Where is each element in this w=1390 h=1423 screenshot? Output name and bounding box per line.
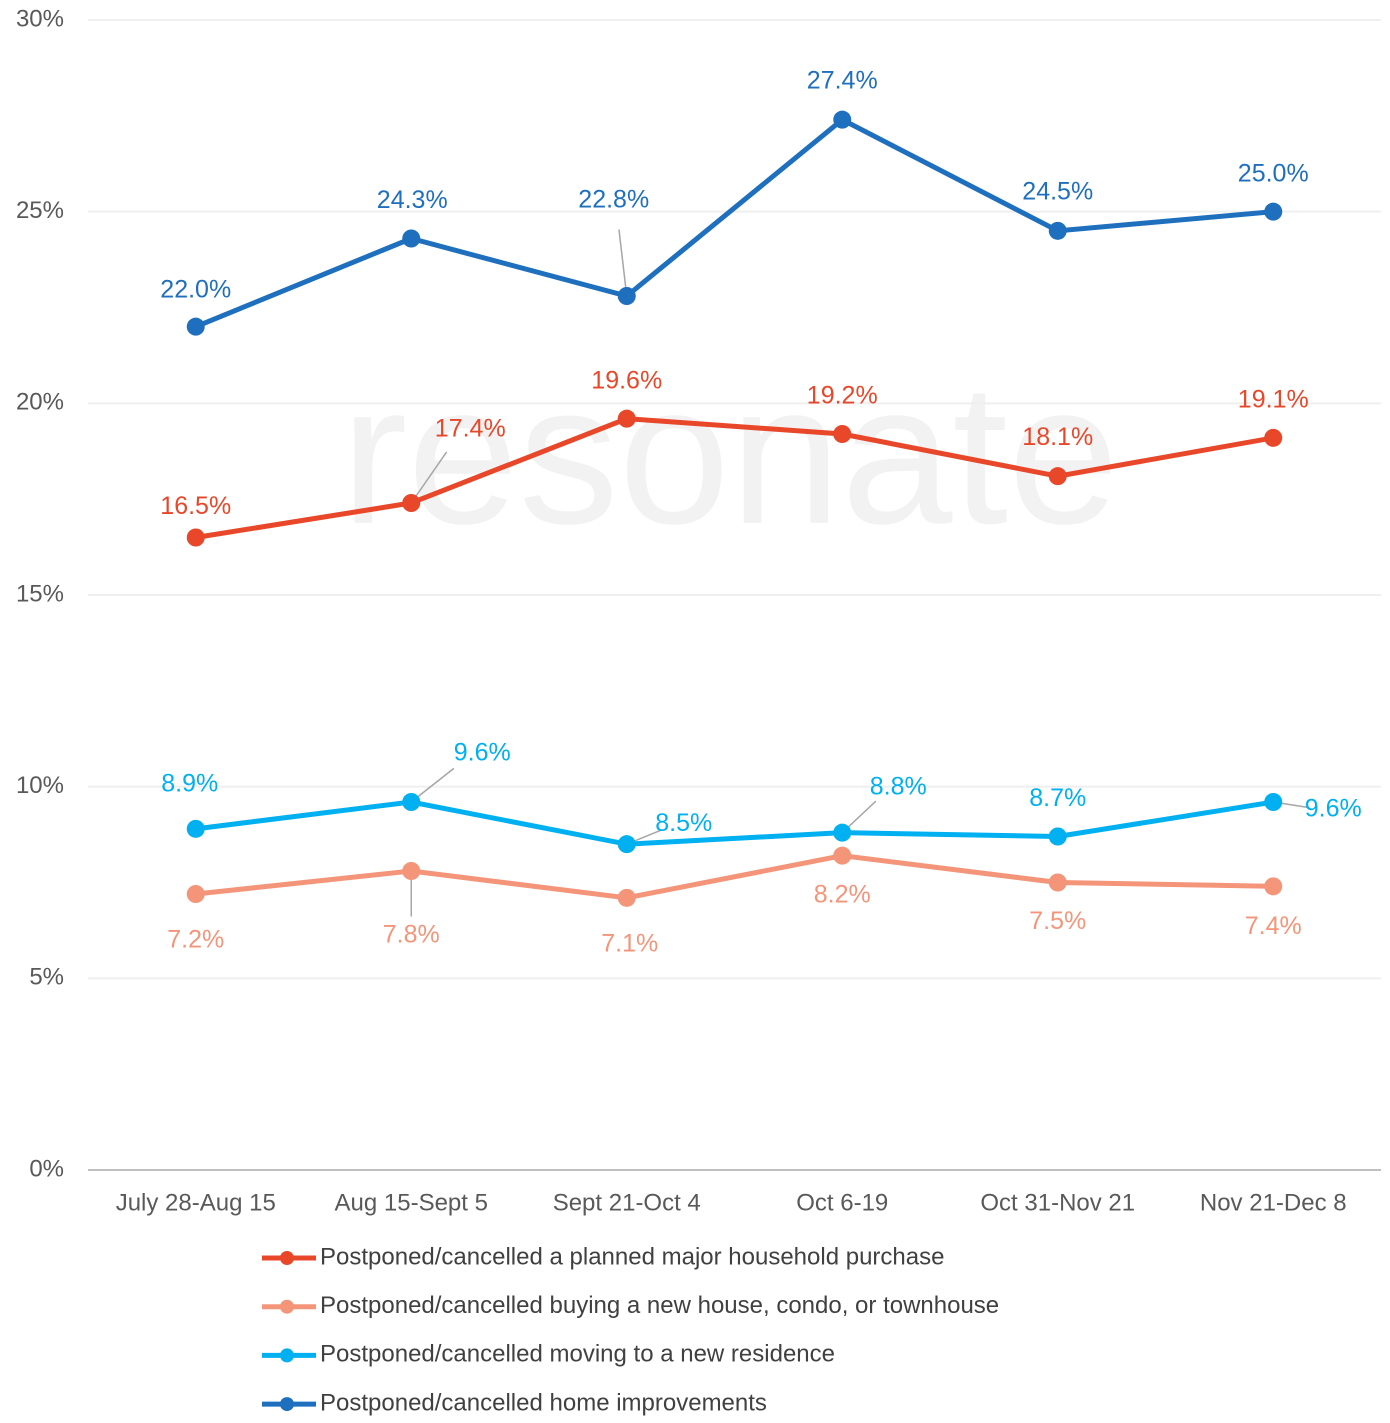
legend-marker <box>280 1348 294 1363</box>
data-point <box>617 888 636 907</box>
x-tick-label: July 28-Aug 15 <box>116 1189 276 1216</box>
data-point <box>617 287 636 305</box>
data-point <box>833 110 852 129</box>
data-label: 7.4% <box>1245 912 1302 940</box>
x-tick-label: Oct 31-Nov 21 <box>980 1189 1135 1216</box>
legend-marker <box>280 1299 294 1314</box>
data-label: 22.0% <box>160 275 231 303</box>
data-point <box>1264 202 1283 221</box>
series-line <box>194 116 1274 329</box>
y-tick-label: 5% <box>29 964 64 991</box>
y-tick-label: 10% <box>16 772 64 799</box>
data-label: 19.2% <box>807 382 878 410</box>
data-point <box>833 846 852 865</box>
data-point <box>1048 221 1067 240</box>
data-label: 19.1% <box>1238 385 1309 413</box>
x-tick-label: Sept 21-Oct 4 <box>553 1189 701 1216</box>
data-point <box>617 835 636 854</box>
data-point <box>186 819 205 838</box>
data-label: 16.5% <box>160 492 231 520</box>
y-tick-label: 25% <box>16 197 64 224</box>
data-label: 19.6% <box>591 366 662 394</box>
series-line <box>195 799 1274 847</box>
legend-label: Postponed/cancelled buying a new house, … <box>320 1292 999 1319</box>
series-line <box>195 416 1274 540</box>
data-point <box>1048 873 1067 892</box>
series-line <box>195 853 1274 901</box>
data-point <box>186 885 205 903</box>
y-tick-label: 20% <box>16 389 64 416</box>
data-label: 22.8% <box>578 186 649 214</box>
data-point <box>186 317 205 336</box>
data-point <box>1048 467 1067 486</box>
legend-marker <box>280 1397 294 1412</box>
data-point <box>617 409 636 428</box>
data-point <box>833 823 852 842</box>
legend-marker <box>280 1251 294 1265</box>
data-point <box>1264 877 1283 896</box>
data-label: 24.3% <box>377 186 448 214</box>
data-point <box>1264 428 1283 447</box>
leader-line <box>410 451 448 504</box>
data-label: 25.0% <box>1238 159 1309 187</box>
data-label: 7.8% <box>383 921 440 949</box>
y-tick-label: 30% <box>16 5 64 32</box>
y-tick-label: 0% <box>29 1155 64 1182</box>
data-point <box>186 528 205 547</box>
data-label: 7.1% <box>601 929 658 957</box>
data-label: 8.8% <box>870 772 927 800</box>
data-label: 24.5% <box>1022 177 1093 205</box>
legend-label: Postponed/cancelled a planned major hous… <box>320 1243 944 1270</box>
data-label: 7.5% <box>1029 907 1086 935</box>
data-label: 8.2% <box>814 880 871 908</box>
data-label: 7.2% <box>167 926 224 954</box>
data-point <box>1048 827 1067 846</box>
x-tick-label: Oct 6-19 <box>796 1189 888 1216</box>
data-point <box>402 229 421 248</box>
data-label: 8.5% <box>655 809 712 837</box>
x-tick-label: Aug 15-Sept 5 <box>335 1189 488 1216</box>
data-point <box>402 494 421 512</box>
legend-label: Postponed/cancelled moving to a new resi… <box>320 1341 835 1368</box>
data-label: 17.4% <box>435 415 506 443</box>
data-label: 8.9% <box>161 769 218 797</box>
data-label: 27.4% <box>807 66 878 94</box>
data-point <box>1264 793 1283 811</box>
data-label: 9.6% <box>454 739 511 767</box>
y-tick-label: 15% <box>16 580 64 607</box>
data-point <box>833 425 852 443</box>
data-label: 18.1% <box>1022 423 1093 451</box>
data-point <box>402 862 421 880</box>
leader-line <box>618 229 628 297</box>
data-point <box>402 793 421 811</box>
leader-line <box>410 767 455 803</box>
legend-label: Postponed/cancelled home improvements <box>320 1389 767 1416</box>
data-label: 9.6% <box>1305 795 1362 823</box>
watermark: resonate <box>341 343 1119 566</box>
data-label: 8.7% <box>1029 784 1086 812</box>
x-tick-label: Nov 21-Dec 8 <box>1200 1189 1347 1216</box>
